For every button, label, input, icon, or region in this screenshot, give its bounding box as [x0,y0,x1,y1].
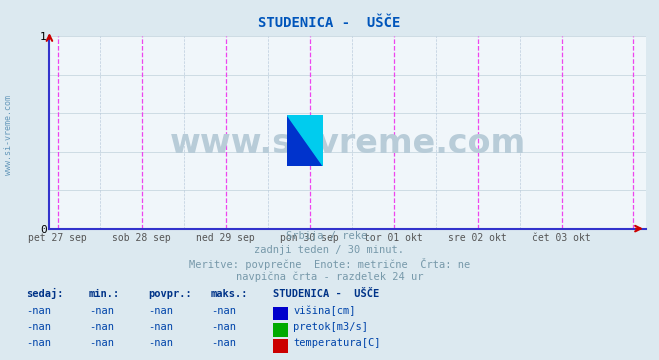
Text: -nan: -nan [211,338,236,348]
Text: temperatura[C]: temperatura[C] [293,338,381,348]
Text: -nan: -nan [26,338,51,348]
Text: -nan: -nan [89,338,114,348]
Text: www.si-vreme.com: www.si-vreme.com [4,95,13,175]
Text: -nan: -nan [26,306,51,316]
Polygon shape [287,115,323,166]
Text: www.si-vreme.com: www.si-vreme.com [169,127,526,160]
Polygon shape [287,115,323,166]
Text: min.:: min.: [89,289,120,299]
Text: -nan: -nan [148,322,173,332]
Text: -nan: -nan [89,306,114,316]
Text: maks.:: maks.: [211,289,248,299]
Text: -nan: -nan [148,306,173,316]
Text: Meritve: povprečne  Enote: metrične  Črta: ne: Meritve: povprečne Enote: metrične Črta:… [189,257,470,270]
Text: zadnji teden / 30 minut.: zadnji teden / 30 minut. [254,245,405,255]
Text: -nan: -nan [211,306,236,316]
Text: višina[cm]: višina[cm] [293,306,356,316]
Text: -nan: -nan [26,322,51,332]
Text: -nan: -nan [148,338,173,348]
Text: -nan: -nan [89,322,114,332]
Text: STUDENICA -  UŠČE: STUDENICA - UŠČE [273,289,380,299]
Text: STUDENICA -  UŠČE: STUDENICA - UŠČE [258,16,401,30]
Text: pretok[m3/s]: pretok[m3/s] [293,322,368,332]
Text: navpična črta - razdelek 24 ur: navpična črta - razdelek 24 ur [236,271,423,282]
Text: sedaj:: sedaj: [26,288,64,299]
Text: Srbija / reke.: Srbija / reke. [286,231,373,241]
Text: povpr.:: povpr.: [148,289,192,299]
Text: -nan: -nan [211,322,236,332]
